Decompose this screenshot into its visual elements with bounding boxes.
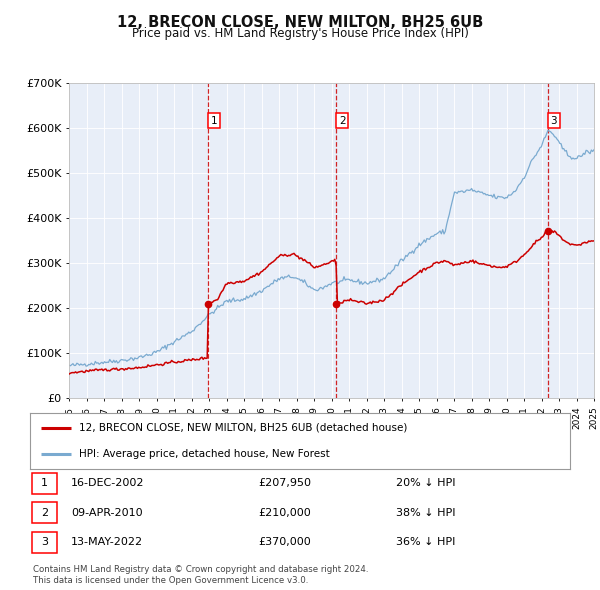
Text: Price paid vs. HM Land Registry's House Price Index (HPI): Price paid vs. HM Land Registry's House … bbox=[131, 27, 469, 40]
Text: £207,950: £207,950 bbox=[258, 478, 311, 488]
Text: 38% ↓ HPI: 38% ↓ HPI bbox=[396, 508, 455, 517]
Text: 1: 1 bbox=[211, 116, 218, 126]
Text: 2: 2 bbox=[41, 508, 48, 517]
Text: 1: 1 bbox=[41, 478, 48, 488]
Text: £210,000: £210,000 bbox=[258, 508, 311, 517]
Text: 3: 3 bbox=[550, 116, 557, 126]
Text: 16-DEC-2002: 16-DEC-2002 bbox=[71, 478, 145, 488]
Text: 2: 2 bbox=[339, 116, 346, 126]
Text: 36% ↓ HPI: 36% ↓ HPI bbox=[396, 537, 455, 547]
Text: HPI: Average price, detached house, New Forest: HPI: Average price, detached house, New … bbox=[79, 450, 329, 460]
Text: 13-MAY-2022: 13-MAY-2022 bbox=[71, 537, 143, 547]
Text: 3: 3 bbox=[41, 537, 48, 547]
Text: Contains HM Land Registry data © Crown copyright and database right 2024.
This d: Contains HM Land Registry data © Crown c… bbox=[33, 565, 368, 585]
Text: 09-APR-2010: 09-APR-2010 bbox=[71, 508, 142, 517]
Text: £370,000: £370,000 bbox=[258, 537, 311, 547]
Text: 12, BRECON CLOSE, NEW MILTON, BH25 6UB: 12, BRECON CLOSE, NEW MILTON, BH25 6UB bbox=[117, 15, 483, 30]
Text: 12, BRECON CLOSE, NEW MILTON, BH25 6UB (detached house): 12, BRECON CLOSE, NEW MILTON, BH25 6UB (… bbox=[79, 422, 407, 432]
Text: 20% ↓ HPI: 20% ↓ HPI bbox=[396, 478, 455, 488]
